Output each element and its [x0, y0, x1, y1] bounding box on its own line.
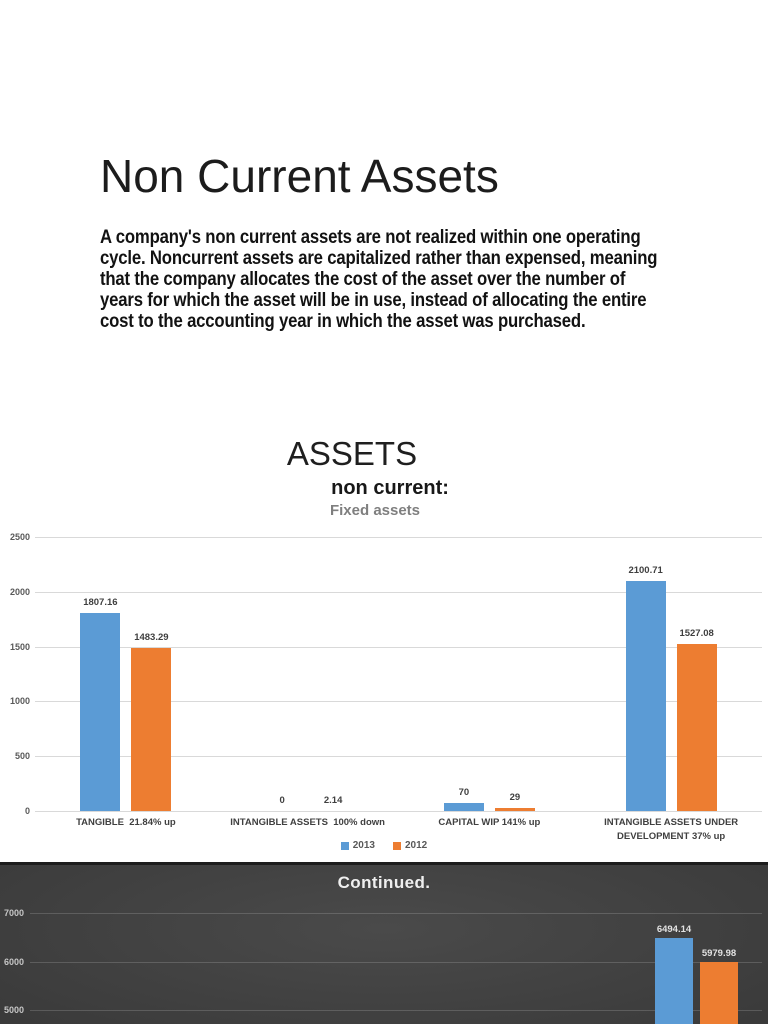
bar-value-label: 2100.71	[628, 564, 663, 576]
category-label: CAPITAL WIP 141% up	[438, 817, 541, 828]
legend-swatch-2012	[393, 841, 401, 850]
intro-paragraph-wrap: A company's non current assets are not r…	[100, 227, 663, 332]
non-current-subheading: non current:	[331, 477, 449, 499]
y-axis-tick-label: 2500	[9, 532, 30, 542]
gridline	[30, 1010, 762, 1011]
y-axis-tick-label: 2000	[9, 586, 30, 597]
y-axis-tick-label: 1000	[9, 696, 30, 707]
legend-label: 2012	[405, 840, 428, 851]
bar-2012	[131, 648, 172, 811]
bar-2013	[625, 580, 666, 811]
gridline	[30, 913, 762, 914]
y-axis-tick-label: 500	[14, 751, 30, 762]
gridline	[35, 646, 762, 648]
gridline	[35, 756, 762, 758]
bar-2013	[655, 937, 693, 1024]
gridline	[35, 537, 762, 538]
bar-value-label: 1807.16	[83, 596, 118, 608]
bar-value-label: 1527.08	[679, 627, 714, 639]
bar-2013	[80, 612, 121, 811]
legend-item-2012: 2012	[393, 840, 427, 851]
bar-2012	[700, 962, 738, 1024]
page-title: Non Current Assets	[100, 150, 499, 202]
gridline	[30, 961, 762, 963]
bar-value-label: 2.14	[323, 794, 343, 806]
y-axis-tick-label: 6000	[4, 956, 25, 967]
y-axis-tick-label: 5000	[4, 1005, 25, 1015]
intro-paragraph: A company's non current assets are not r…	[100, 227, 658, 332]
y-axis-tick-label: 1500	[9, 641, 30, 652]
chart-title-fixed-assets: Fixed assets	[329, 502, 421, 519]
bar-value-label: 1483.29	[134, 632, 169, 644]
bar-2012	[494, 807, 535, 811]
bar-value-label: 70	[458, 787, 470, 799]
chart-legend: 2013 2012	[0, 840, 768, 851]
gridline	[35, 811, 762, 812]
gridline	[35, 591, 762, 593]
bar-value-label: 0	[279, 795, 285, 806]
category-label: TANGIBLE 21.84% up	[76, 817, 176, 828]
bar-value-label: 5979.98	[701, 948, 737, 960]
assets-heading: ASSETS	[286, 435, 418, 472]
legend-label: 2013	[352, 840, 375, 851]
y-axis-tick-label: 0	[24, 806, 30, 816]
legend-item-2013: 2013	[340, 840, 375, 851]
bar-2012	[676, 643, 717, 811]
legend-swatch-2013	[340, 841, 349, 850]
gridline	[35, 701, 762, 703]
bar-value-label: 29	[509, 791, 521, 803]
category-label: INTANGIBLE ASSETS 100% down	[230, 817, 385, 828]
slide-non-current-assets: Non Current Assets A company's non curre…	[0, 150, 768, 851]
continued-title: Continued.	[337, 873, 431, 892]
category-label: INTANGIBLE ASSETS UNDER DEVELOPMENT 37% …	[604, 817, 739, 842]
slide-continued: Continued. 7000 6000 5000 6494.14 5979.98	[0, 862, 768, 1024]
fixed-assets-bar-chart: 0 500 1000 1500 2000 2500 TANGIBLE 21.84% up 18…	[0, 525, 768, 842]
bar-value-label: 6494.14	[656, 923, 692, 935]
bar-2013	[443, 803, 484, 811]
y-axis-tick-label: 7000	[4, 908, 25, 918]
